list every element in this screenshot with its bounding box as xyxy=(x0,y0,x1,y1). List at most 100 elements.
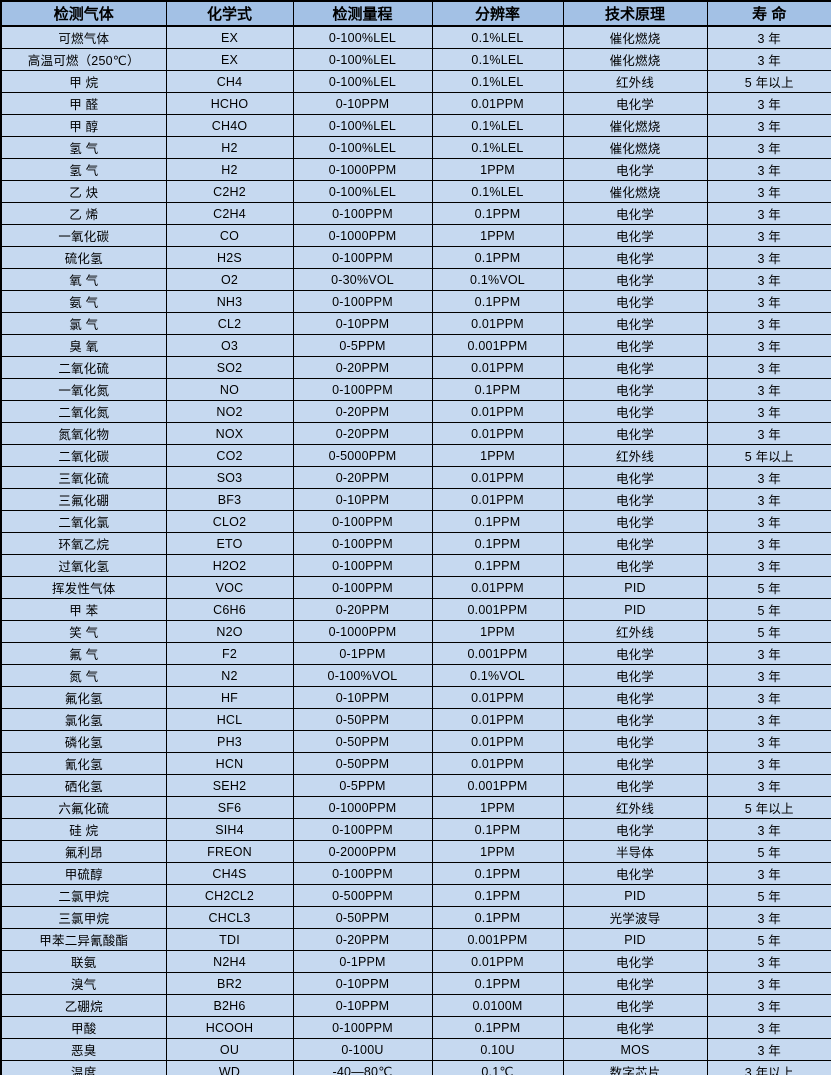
table-cell-principle: 电化学 xyxy=(562,268,708,291)
table-cell-gas: 硒化氢 xyxy=(0,774,167,797)
table-cell-lifespan: 3 年 xyxy=(706,664,831,687)
table-cell-principle: 红外线 xyxy=(562,70,708,93)
table-cell-gas: 硅 烷 xyxy=(0,818,167,841)
table-cell-gas: 三氧化硫 xyxy=(0,466,167,489)
table-cell-range: 0-1PPM xyxy=(292,642,433,665)
header-row: 检测气体 化学式 检测量程 分辨率 技术原理 寿 命 xyxy=(0,0,831,27)
table-cell-gas: 挥发性气体 xyxy=(0,576,167,599)
table-cell-resolution: 0.01PPM xyxy=(431,466,564,489)
table-cell-gas: 硫化氢 xyxy=(0,246,167,269)
table-cell-formula: WD xyxy=(165,1060,294,1075)
table-cell-principle: 电化学 xyxy=(562,752,708,775)
table-cell-principle: 电化学 xyxy=(562,1016,708,1039)
table-cell-range: 0-100%LEL xyxy=(292,70,433,93)
table-cell-gas: 甲 烷 xyxy=(0,70,167,93)
table-cell-formula: CL2 xyxy=(165,312,294,335)
table-cell-lifespan: 3 年 xyxy=(706,334,831,357)
table-row: 甲苯二异氰酸酯 TDI 0-20PPM 0.001PPM PID 5 年 xyxy=(0,928,831,951)
table-cell-lifespan: 5 年以上 xyxy=(706,796,831,819)
table-cell-gas: 乙硼烷 xyxy=(0,994,167,1017)
table-cell-range: 0-10PPM xyxy=(292,972,433,995)
table-cell-formula: CH4O xyxy=(165,114,294,137)
table-cell-gas: 二氧化氮 xyxy=(0,400,167,423)
table-cell-lifespan: 3 年 xyxy=(706,48,831,71)
table-row: 氯 气 CL2 0-10PPM 0.01PPM 电化学 3 年 xyxy=(0,312,831,335)
table-cell-formula: SO3 xyxy=(165,466,294,489)
table-cell-principle: 催化燃烧 xyxy=(562,48,708,71)
table-cell-lifespan: 3 年以上 xyxy=(706,1060,831,1075)
table-cell-resolution: 0.1PPM xyxy=(431,862,564,885)
table-cell-resolution: 0.01PPM xyxy=(431,92,564,115)
table-row: 乙硼烷 B2H6 0-10PPM 0.0100M 电化学 3 年 xyxy=(0,994,831,1017)
table-cell-formula: CO xyxy=(165,224,294,247)
table-cell-formula: H2S xyxy=(165,246,294,269)
table-cell-range: 0-100%LEL xyxy=(292,136,433,159)
table-cell-formula: SIH4 xyxy=(165,818,294,841)
table-cell-resolution: 0.01PPM xyxy=(431,400,564,423)
table-cell-range: 0-20PPM xyxy=(292,356,433,379)
table-cell-formula: HCN xyxy=(165,752,294,775)
table-cell-principle: PID xyxy=(562,598,708,621)
table-cell-gas: 甲酸 xyxy=(0,1016,167,1039)
table-cell-principle: 电化学 xyxy=(562,532,708,555)
table-cell-range: 0-100PPM xyxy=(292,576,433,599)
table-cell-gas: 恶臭 xyxy=(0,1038,167,1061)
table-row: 挥发性气体 VOC 0-100PPM 0.01PPM PID 5 年 xyxy=(0,576,831,599)
table-cell-formula: C6H6 xyxy=(165,598,294,621)
table-cell-principle: 电化学 xyxy=(562,950,708,973)
table-cell-gas: 温度 xyxy=(0,1060,167,1075)
table-cell-gas: 磷化氢 xyxy=(0,730,167,753)
table-cell-principle: 红外线 xyxy=(562,444,708,467)
table-cell-lifespan: 5 年以上 xyxy=(706,444,831,467)
table-cell-range: 0-20PPM xyxy=(292,422,433,445)
table-row: 一氧化氮 NO 0-100PPM 0.1PPM 电化学 3 年 xyxy=(0,378,831,401)
table-cell-gas: 联氨 xyxy=(0,950,167,973)
table-cell-principle: 电化学 xyxy=(562,466,708,489)
table-row: 甲 醛 HCHO 0-10PPM 0.01PPM 电化学 3 年 xyxy=(0,92,831,115)
table-cell-formula: N2H4 xyxy=(165,950,294,973)
table-cell-gas: 氯化氢 xyxy=(0,708,167,731)
table-cell-principle: 催化燃烧 xyxy=(562,25,708,49)
table-row: 氮氧化物 NOX 0-20PPM 0.01PPM 电化学 3 年 xyxy=(0,422,831,445)
table-cell-gas: 甲 苯 xyxy=(0,598,167,621)
table-cell-resolution: 0.001PPM xyxy=(431,334,564,357)
table-cell-range: 0-100PPM xyxy=(292,554,433,577)
table-cell-lifespan: 3 年 xyxy=(706,224,831,247)
table-cell-gas: 一氧化氮 xyxy=(0,378,167,401)
table-cell-range: 0-20PPM xyxy=(292,928,433,951)
table-row: 一氧化碳 CO 0-1000PPM 1PPM 电化学 3 年 xyxy=(0,224,831,247)
table-cell-resolution: 0.1PPM xyxy=(431,884,564,907)
table-cell-lifespan: 3 年 xyxy=(706,25,831,49)
table-cell-lifespan: 3 年 xyxy=(706,1016,831,1039)
table-cell-lifespan: 3 年 xyxy=(706,510,831,533)
table-row: 温度 WD -40—80℃ 0.1℃ 数字芯片 3 年以上 xyxy=(0,1060,831,1075)
table-row: 二氧化硫 SO2 0-20PPM 0.01PPM 电化学 3 年 xyxy=(0,356,831,379)
table-cell-formula: HCOOH xyxy=(165,1016,294,1039)
column-header-formula: 化学式 xyxy=(165,0,294,27)
table-cell-lifespan: 3 年 xyxy=(706,818,831,841)
table-cell-gas: 乙 烯 xyxy=(0,202,167,225)
table-row: 二氧化氯 CLO2 0-100PPM 0.1PPM 电化学 3 年 xyxy=(0,510,831,533)
table-cell-range: 0-50PPM xyxy=(292,752,433,775)
table-cell-formula: CHCL3 xyxy=(165,906,294,929)
table-cell-range: 0-5000PPM xyxy=(292,444,433,467)
table-row: 高温可燃（250℃） EX 0-100%LEL 0.1%LEL 催化燃烧 3 年 xyxy=(0,48,831,71)
table-cell-lifespan: 3 年 xyxy=(706,642,831,665)
table-cell-formula: O3 xyxy=(165,334,294,357)
table-cell-lifespan: 3 年 xyxy=(706,532,831,555)
table-cell-principle: PID xyxy=(562,576,708,599)
table-cell-principle: 电化学 xyxy=(562,818,708,841)
table-cell-gas: 臭 氧 xyxy=(0,334,167,357)
table-cell-formula: O2 xyxy=(165,268,294,291)
table-cell-lifespan: 3 年 xyxy=(706,356,831,379)
table-row: 溴气 BR2 0-10PPM 0.1PPM 电化学 3 年 xyxy=(0,972,831,995)
table-cell-formula: EX xyxy=(165,48,294,71)
table-cell-formula: NO xyxy=(165,378,294,401)
table-cell-formula: BF3 xyxy=(165,488,294,511)
table-row: 臭 氧 O3 0-5PPM 0.001PPM 电化学 3 年 xyxy=(0,334,831,357)
table-cell-lifespan: 3 年 xyxy=(706,246,831,269)
table-cell-lifespan: 3 年 xyxy=(706,488,831,511)
table-row: 氟 气 F2 0-1PPM 0.001PPM 电化学 3 年 xyxy=(0,642,831,665)
table-cell-range: 0-1000PPM xyxy=(292,224,433,247)
table-cell-resolution: 0.01PPM xyxy=(431,488,564,511)
